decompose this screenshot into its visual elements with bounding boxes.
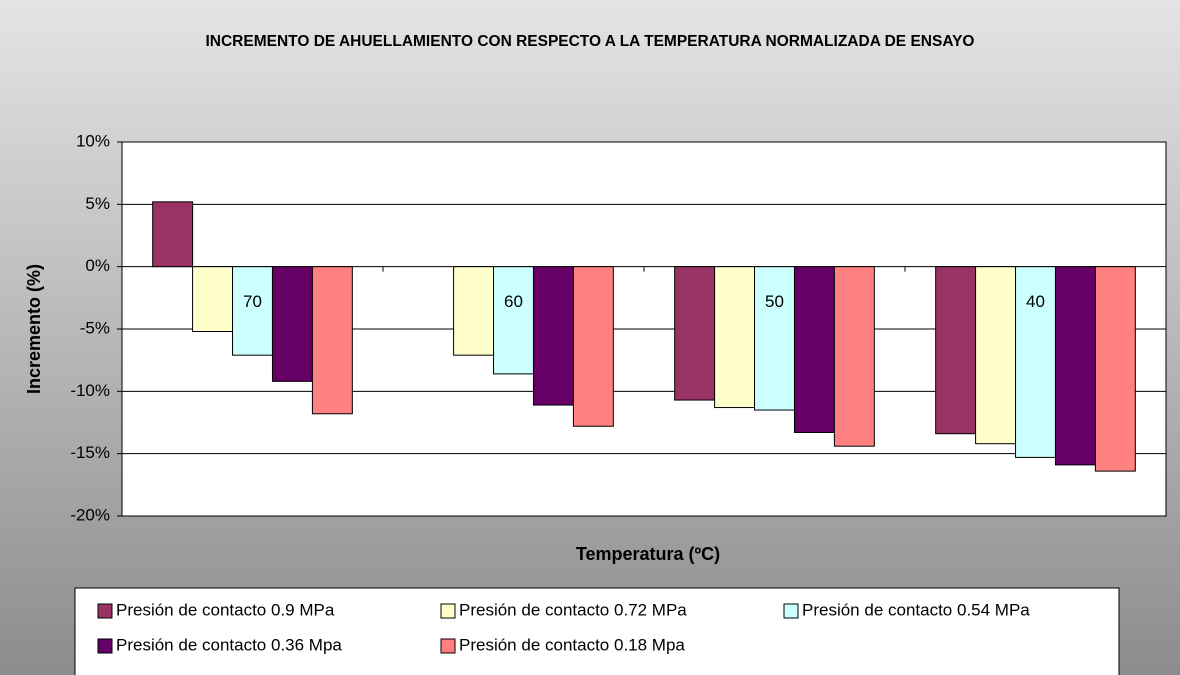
legend — [74, 587, 1120, 675]
legend-swatch — [97, 603, 113, 619]
bar — [572, 266, 614, 427]
legend-label: Presión de contacto 0.72 MPa — [459, 600, 687, 619]
x-axis-label: Temperatura (ºC) — [576, 544, 720, 564]
y-tick-label: -15% — [70, 443, 110, 462]
bar — [674, 266, 716, 401]
bar — [1015, 266, 1056, 458]
y-tick-label: -5% — [80, 318, 110, 337]
y-tick-label: 10% — [76, 131, 110, 150]
bar — [935, 266, 977, 435]
legend-swatch — [440, 638, 456, 654]
y-tick-label: 5% — [85, 194, 110, 213]
bar — [271, 266, 313, 382]
chart-title: INCREMENTO DE AHUELLAMIENTO CON RESPECTO… — [205, 33, 975, 50]
bar — [793, 266, 835, 433]
x-tick-label: 70 — [243, 292, 262, 311]
bar — [532, 266, 574, 406]
bar — [152, 201, 194, 268]
bar — [975, 266, 1017, 445]
legend-swatch — [783, 603, 799, 619]
x-tick-label: 40 — [1026, 292, 1045, 311]
y-tick-label: -20% — [70, 505, 110, 524]
bar — [192, 266, 234, 332]
bar — [1094, 266, 1136, 472]
bar — [493, 266, 534, 375]
bar — [311, 266, 353, 415]
legend-swatch — [97, 638, 113, 654]
legend-label: Presión de contacto 0.9 MPa — [116, 600, 335, 619]
x-tick-label: 60 — [504, 292, 523, 311]
x-tick-label: 50 — [765, 292, 784, 311]
y-axis-label: Incremento (%) — [24, 264, 44, 394]
bar — [754, 266, 795, 411]
y-tick-label: -10% — [70, 381, 110, 400]
legend-label: Presión de contacto 0.36 Mpa — [116, 635, 342, 654]
legend-label: Presión de contacto 0.54 MPa — [802, 600, 1030, 619]
bar — [1054, 266, 1096, 466]
legend-label: Presión de contacto 0.18 Mpa — [459, 635, 685, 654]
bar — [453, 266, 495, 356]
bar — [714, 266, 756, 409]
bar — [833, 266, 875, 447]
legend-swatch — [440, 603, 456, 619]
bar — [232, 266, 273, 356]
y-tick-label: 0% — [85, 256, 110, 275]
